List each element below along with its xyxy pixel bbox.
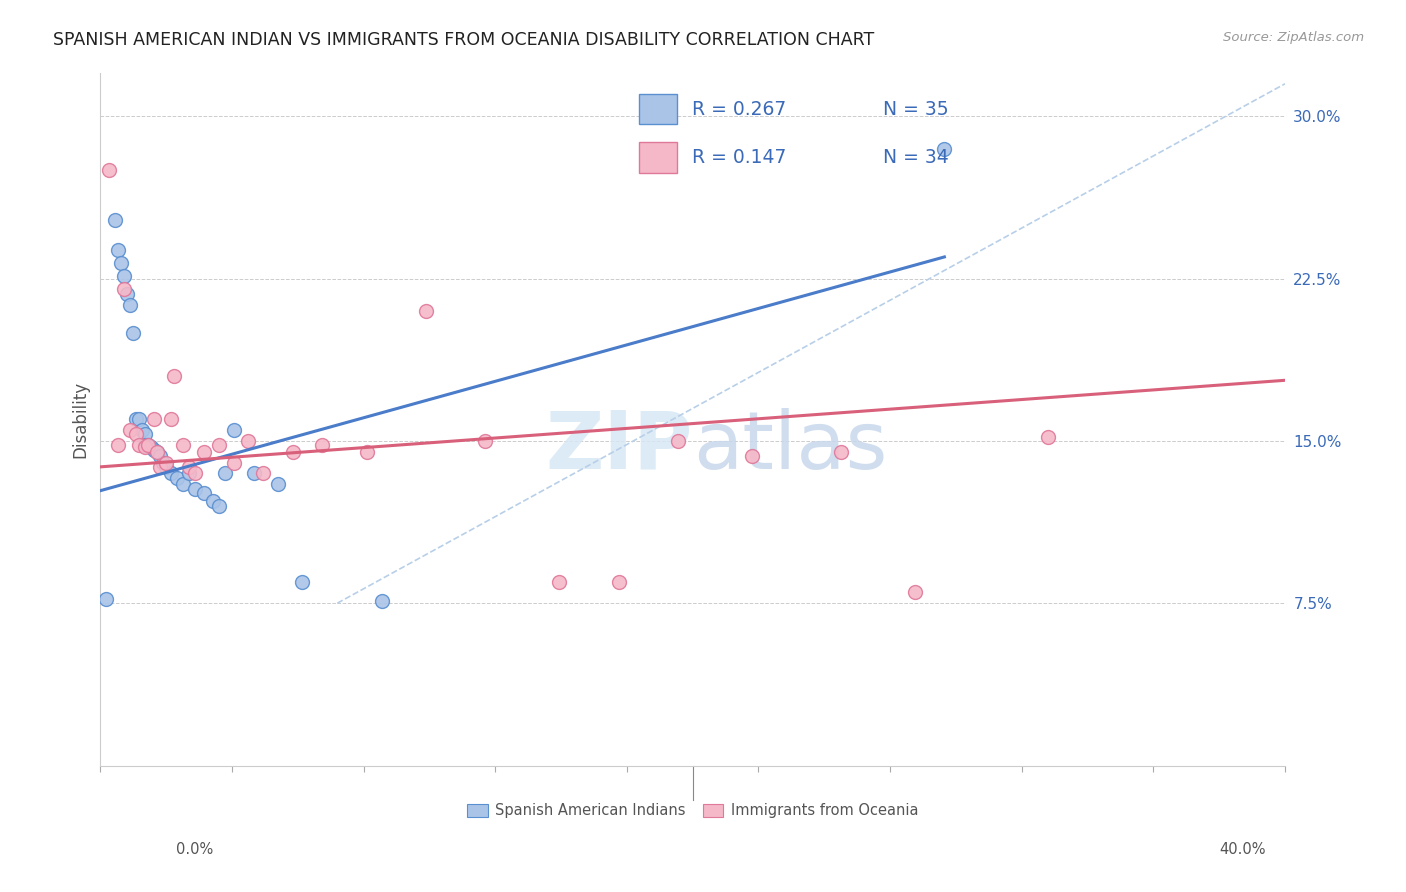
Point bbox=[125, 412, 148, 426]
Point bbox=[172, 477, 194, 491]
Point bbox=[166, 471, 188, 485]
Point bbox=[136, 438, 159, 452]
Point bbox=[214, 467, 236, 481]
Point bbox=[474, 434, 496, 448]
Point bbox=[142, 412, 165, 426]
FancyBboxPatch shape bbox=[638, 94, 678, 124]
Text: atlas: atlas bbox=[693, 408, 887, 486]
Text: N = 34: N = 34 bbox=[883, 148, 949, 167]
FancyBboxPatch shape bbox=[638, 142, 678, 173]
Point bbox=[184, 482, 207, 496]
Point bbox=[291, 574, 314, 589]
Point bbox=[252, 467, 274, 481]
Point bbox=[125, 427, 148, 442]
Point bbox=[139, 441, 162, 455]
Point bbox=[122, 326, 145, 340]
Point bbox=[107, 438, 129, 452]
Point bbox=[104, 213, 127, 227]
Point bbox=[163, 368, 186, 383]
Point bbox=[184, 467, 207, 481]
Point bbox=[118, 297, 141, 311]
Point bbox=[201, 494, 224, 508]
Point bbox=[830, 444, 852, 458]
Point bbox=[243, 467, 266, 481]
Point bbox=[152, 456, 174, 470]
Point bbox=[155, 456, 177, 470]
Point bbox=[238, 434, 260, 448]
Text: ZIP: ZIP bbox=[546, 408, 693, 486]
Legend: Spanish American Indians, Immigrants from Oceania: Spanish American Indians, Immigrants fro… bbox=[461, 797, 924, 824]
Point bbox=[208, 438, 231, 452]
Point bbox=[134, 438, 156, 452]
Point bbox=[145, 444, 167, 458]
Point bbox=[179, 459, 201, 474]
Point bbox=[741, 449, 763, 463]
Point bbox=[193, 486, 215, 500]
Point bbox=[155, 459, 177, 474]
Point bbox=[607, 574, 630, 589]
Point bbox=[666, 434, 689, 448]
Point bbox=[149, 449, 172, 463]
Point bbox=[548, 574, 571, 589]
Point bbox=[128, 412, 150, 426]
Text: SPANISH AMERICAN INDIAN VS IMMIGRANTS FROM OCEANIA DISABILITY CORRELATION CHART: SPANISH AMERICAN INDIAN VS IMMIGRANTS FR… bbox=[53, 31, 875, 49]
Text: R = 0.147: R = 0.147 bbox=[692, 148, 786, 167]
Point bbox=[145, 444, 167, 458]
Point bbox=[118, 423, 141, 437]
Point bbox=[112, 269, 135, 284]
Point bbox=[370, 594, 392, 608]
Point bbox=[136, 438, 159, 452]
Text: N = 35: N = 35 bbox=[883, 100, 949, 119]
Point bbox=[934, 142, 956, 156]
Point bbox=[356, 444, 378, 458]
Point bbox=[115, 286, 138, 301]
Point bbox=[222, 456, 245, 470]
Point bbox=[1036, 429, 1059, 443]
Point bbox=[222, 423, 245, 437]
Point bbox=[160, 412, 183, 426]
Text: Source: ZipAtlas.com: Source: ZipAtlas.com bbox=[1223, 31, 1364, 45]
Y-axis label: Disability: Disability bbox=[72, 381, 89, 458]
Point bbox=[160, 467, 183, 481]
Point bbox=[131, 423, 153, 437]
Point bbox=[98, 163, 121, 178]
Point bbox=[134, 441, 156, 455]
Text: R = 0.267: R = 0.267 bbox=[692, 100, 786, 119]
Point bbox=[107, 244, 129, 258]
Point bbox=[311, 438, 333, 452]
Point bbox=[208, 499, 231, 513]
Point bbox=[149, 459, 172, 474]
Point bbox=[134, 427, 156, 442]
Point bbox=[172, 438, 194, 452]
Text: 40.0%: 40.0% bbox=[1219, 842, 1265, 856]
Point bbox=[267, 477, 290, 491]
Point bbox=[96, 591, 118, 606]
Point bbox=[128, 438, 150, 452]
Point bbox=[110, 256, 132, 270]
Point bbox=[904, 585, 927, 599]
Point bbox=[142, 442, 165, 457]
Point bbox=[281, 444, 304, 458]
Text: 0.0%: 0.0% bbox=[176, 842, 212, 856]
Point bbox=[112, 282, 135, 296]
Point bbox=[179, 467, 201, 481]
Point bbox=[193, 444, 215, 458]
Point bbox=[415, 304, 437, 318]
